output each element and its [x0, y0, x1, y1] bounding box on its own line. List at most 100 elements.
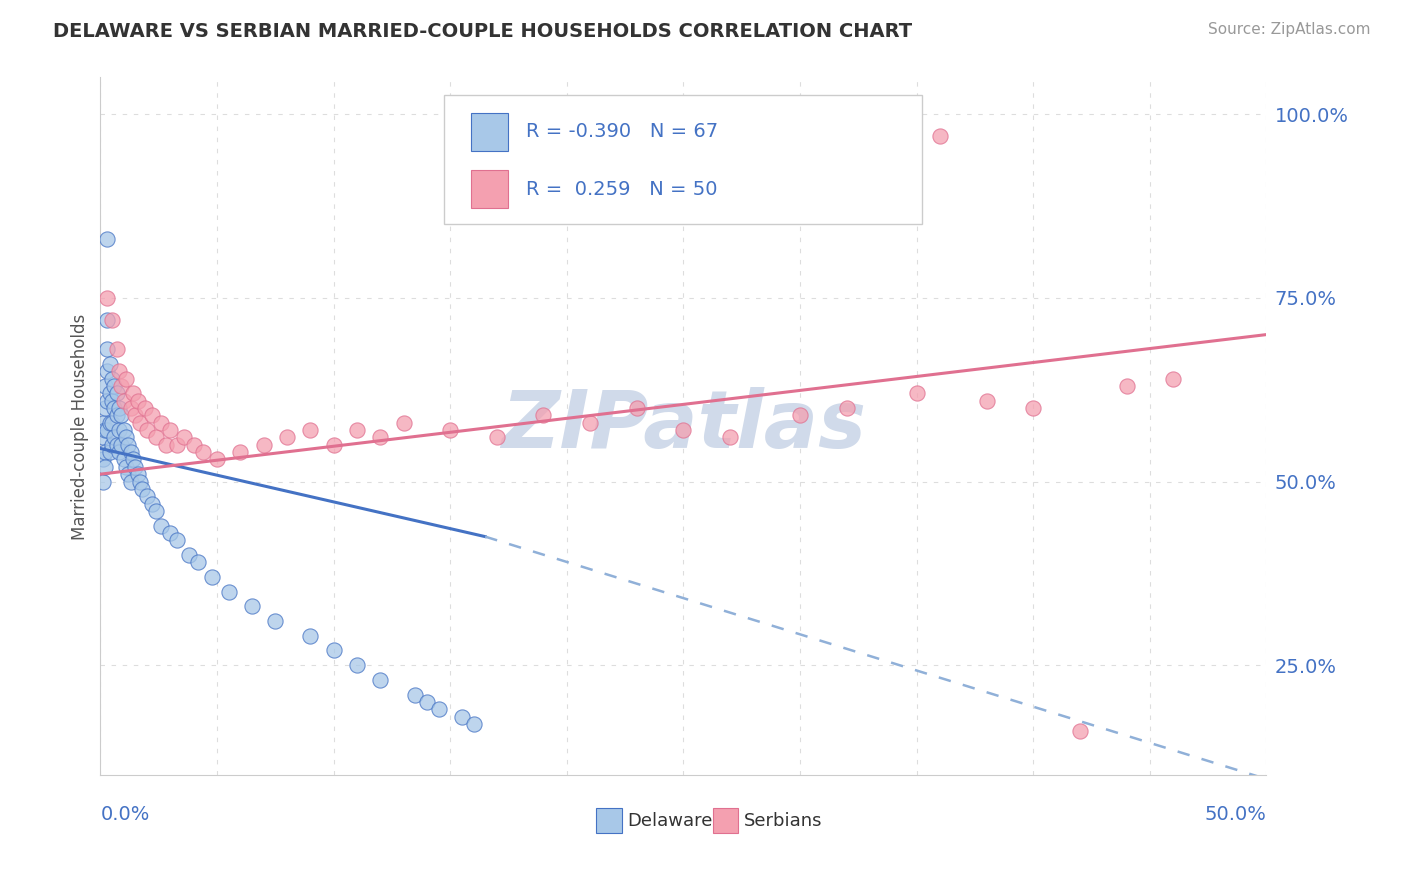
Point	[533, 409, 555, 423]
Point	[101, 416, 124, 430]
Point	[1022, 401, 1045, 415]
Point	[96, 364, 118, 378]
Point	[463, 717, 485, 731]
Point	[299, 423, 322, 437]
Point	[187, 555, 209, 569]
Point	[404, 688, 426, 702]
Point	[91, 430, 114, 444]
Point	[141, 497, 163, 511]
Bar	[471, 112, 509, 151]
Point	[115, 372, 138, 386]
Point	[101, 438, 124, 452]
Point	[120, 445, 142, 459]
Point	[91, 416, 114, 430]
Point	[159, 525, 181, 540]
Point	[122, 452, 145, 467]
Point	[929, 129, 952, 144]
Point	[108, 401, 131, 415]
Text: 0.0%: 0.0%	[100, 805, 149, 824]
Point	[368, 430, 391, 444]
Point	[145, 504, 167, 518]
Point	[115, 459, 138, 474]
Text: ZIPatlas: ZIPatlas	[501, 387, 866, 466]
Bar	[471, 169, 509, 209]
Text: 50.0%: 50.0%	[1205, 805, 1267, 824]
Point	[166, 438, 188, 452]
Point	[94, 401, 117, 415]
Point	[322, 643, 344, 657]
Point	[368, 673, 391, 687]
Point	[98, 445, 121, 459]
Point	[134, 401, 156, 415]
Point	[201, 570, 224, 584]
Point	[122, 386, 145, 401]
Point	[205, 452, 228, 467]
Point	[94, 423, 117, 437]
Point	[579, 416, 602, 430]
Point	[1115, 379, 1137, 393]
Point	[183, 438, 205, 452]
Point	[110, 409, 132, 423]
Point	[98, 416, 121, 430]
Point	[159, 423, 181, 437]
Bar	[713, 808, 738, 833]
Point	[91, 475, 114, 489]
Point	[117, 438, 139, 452]
Point	[110, 438, 132, 452]
Text: R = -0.390   N = 67: R = -0.390 N = 67	[526, 122, 718, 141]
Point	[124, 459, 146, 474]
Point	[155, 438, 177, 452]
Point	[96, 291, 118, 305]
Point	[112, 452, 135, 467]
Point	[136, 489, 159, 503]
Point	[103, 401, 125, 415]
Point	[91, 452, 114, 467]
Point	[98, 357, 121, 371]
Text: Source: ZipAtlas.com: Source: ZipAtlas.com	[1208, 22, 1371, 37]
Point	[103, 379, 125, 393]
Point	[101, 393, 124, 408]
Point	[124, 409, 146, 423]
Point	[108, 364, 131, 378]
Point	[1069, 724, 1091, 739]
Point	[150, 416, 173, 430]
Text: DELAWARE VS SERBIAN MARRIED-COUPLE HOUSEHOLDS CORRELATION CHART: DELAWARE VS SERBIAN MARRIED-COUPLE HOUSE…	[53, 22, 912, 41]
Point	[240, 599, 263, 614]
Point	[672, 423, 695, 437]
Point	[416, 695, 439, 709]
Point	[264, 614, 287, 628]
Point	[127, 393, 149, 408]
Point	[322, 438, 344, 452]
FancyBboxPatch shape	[444, 95, 922, 224]
Point	[392, 416, 415, 430]
Point	[127, 467, 149, 482]
Point	[105, 386, 128, 401]
Point	[96, 343, 118, 357]
Point	[105, 409, 128, 423]
Point	[218, 584, 240, 599]
Point	[112, 393, 135, 408]
Point	[101, 313, 124, 327]
Point	[120, 475, 142, 489]
Point	[141, 409, 163, 423]
Point	[103, 430, 125, 444]
Point	[150, 518, 173, 533]
Point	[129, 475, 152, 489]
Point	[136, 423, 159, 437]
Point	[115, 430, 138, 444]
Point	[117, 467, 139, 482]
Text: R =  0.259   N = 50: R = 0.259 N = 50	[526, 179, 717, 199]
Point	[105, 343, 128, 357]
Bar	[596, 808, 621, 833]
Point	[94, 445, 117, 459]
Text: Serbians: Serbians	[744, 812, 823, 830]
Point	[229, 445, 252, 459]
Y-axis label: Married-couple Households: Married-couple Households	[72, 313, 89, 540]
Point	[94, 459, 117, 474]
Point	[252, 438, 274, 452]
Point	[177, 548, 200, 562]
Point	[131, 482, 153, 496]
Point	[450, 709, 472, 723]
Point	[173, 430, 195, 444]
Point	[96, 313, 118, 327]
